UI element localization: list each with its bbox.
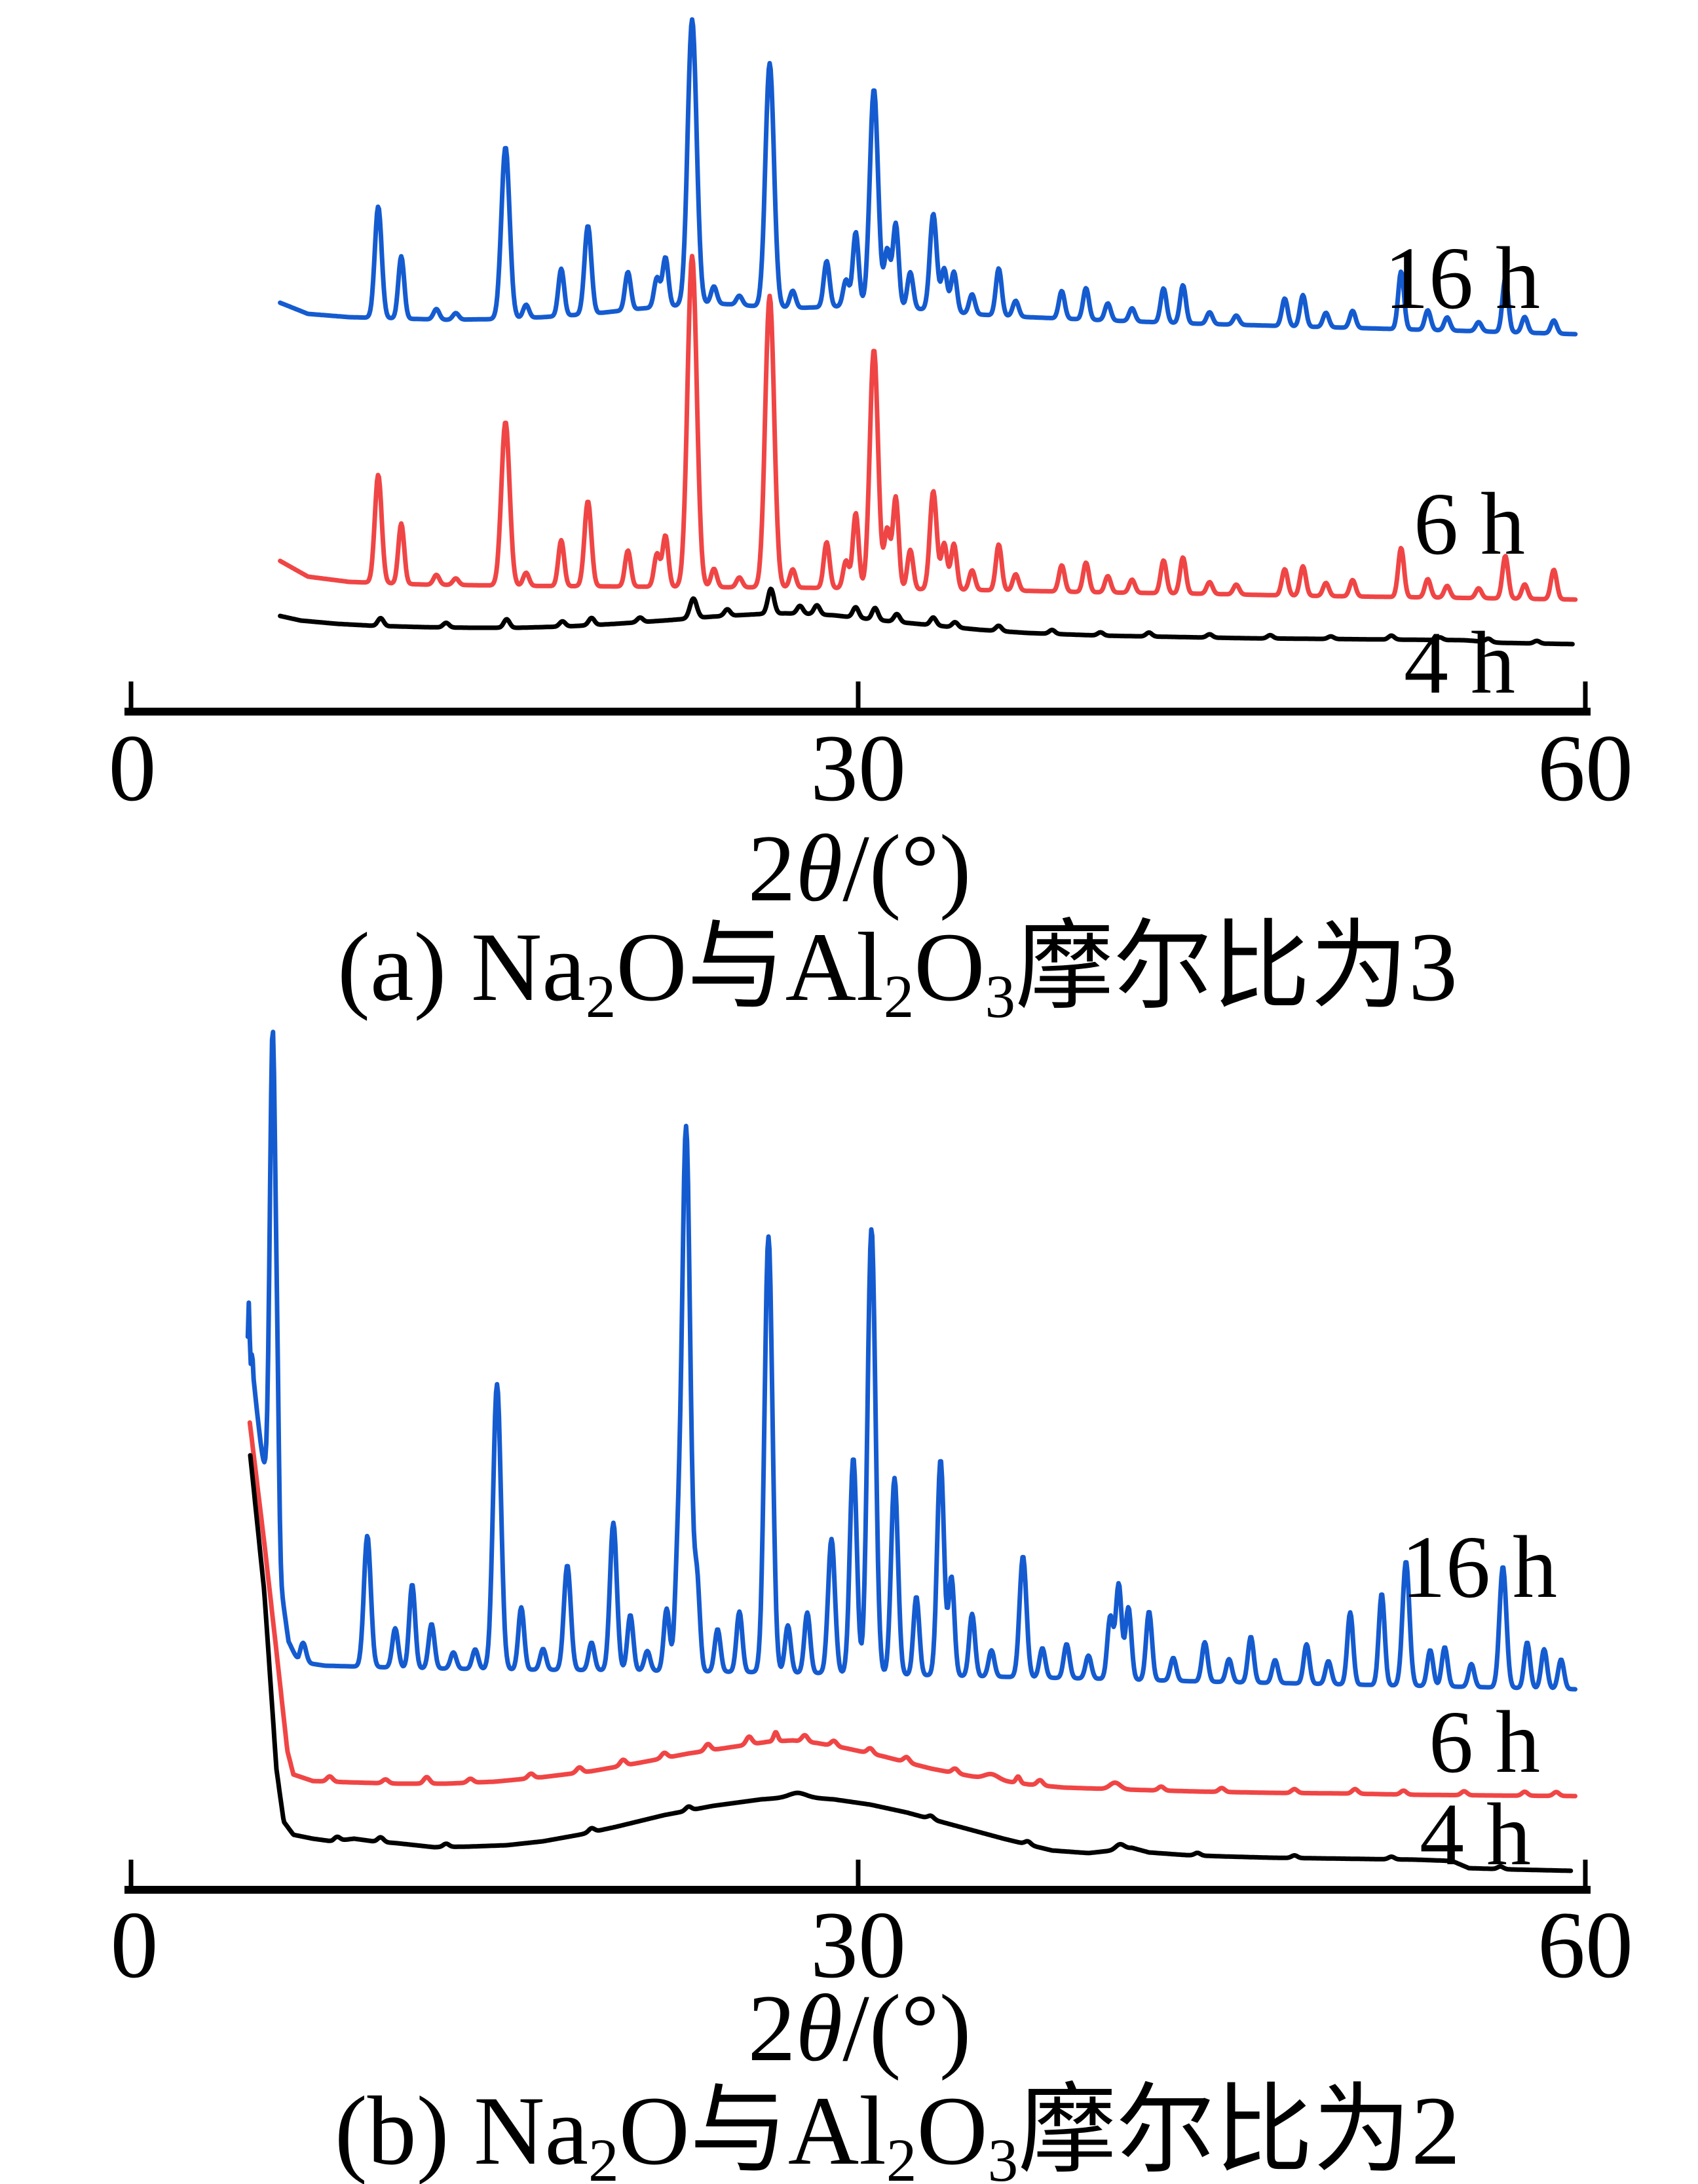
xaxis-title-theta: θ	[795, 815, 843, 921]
curve-4h-chart-a	[278, 586, 1575, 647]
xaxis-title-suffix: /(°)	[842, 1975, 972, 2081]
chart-b-caption: (b) Na2O与Al2O3摩尔比为2	[334, 2077, 1461, 2184]
chart-a-tick-30: 30	[810, 715, 906, 821]
curve-6h-chart-b	[247, 1420, 1577, 1799]
chart-b-xaxis-title: 2θ/(°)	[748, 1980, 972, 2076]
curve-6h-chart-a	[278, 254, 1578, 602]
chart-a	[124, 17, 1591, 716]
chart-b-tick-30: 30	[810, 1892, 906, 1998]
chart-a-series-label-6h: 6 h	[1414, 475, 1525, 573]
xaxis-title-prefix: 2	[747, 815, 796, 921]
chart-b-tick-0: 0	[110, 1892, 159, 1998]
chart-a-xaxis-title: 2θ/(°)	[748, 820, 972, 916]
chart-a-series-label-4h: 4 h	[1404, 614, 1515, 712]
chart-b-series-label-16h: 16 h	[1401, 1518, 1557, 1617]
chart-a-tick-0: 0	[108, 715, 157, 821]
chart-b-series-label-6h: 6 h	[1429, 1693, 1540, 1791]
xaxis-title-theta: θ	[795, 1975, 843, 2081]
curve-16h-chart-a	[278, 17, 1578, 337]
chart-b	[124, 1029, 1591, 1894]
chart-a-series-label-16h: 16 h	[1384, 229, 1540, 328]
chart-a-tick-60: 60	[1538, 715, 1633, 821]
chart-a-caption: (a) Na2O与Al2O3摩尔比为3	[337, 913, 1458, 1031]
chart-b-tick-60: 60	[1538, 1892, 1633, 1998]
curve-4h-chart-b	[248, 1453, 1574, 1873]
chart-b-series-label-4h: 4 h	[1420, 1786, 1531, 1884]
xaxis-title-prefix: 2	[747, 1975, 796, 2081]
xaxis-title-suffix: /(°)	[842, 815, 972, 921]
curve-16h-chart-b	[245, 1029, 1577, 1692]
